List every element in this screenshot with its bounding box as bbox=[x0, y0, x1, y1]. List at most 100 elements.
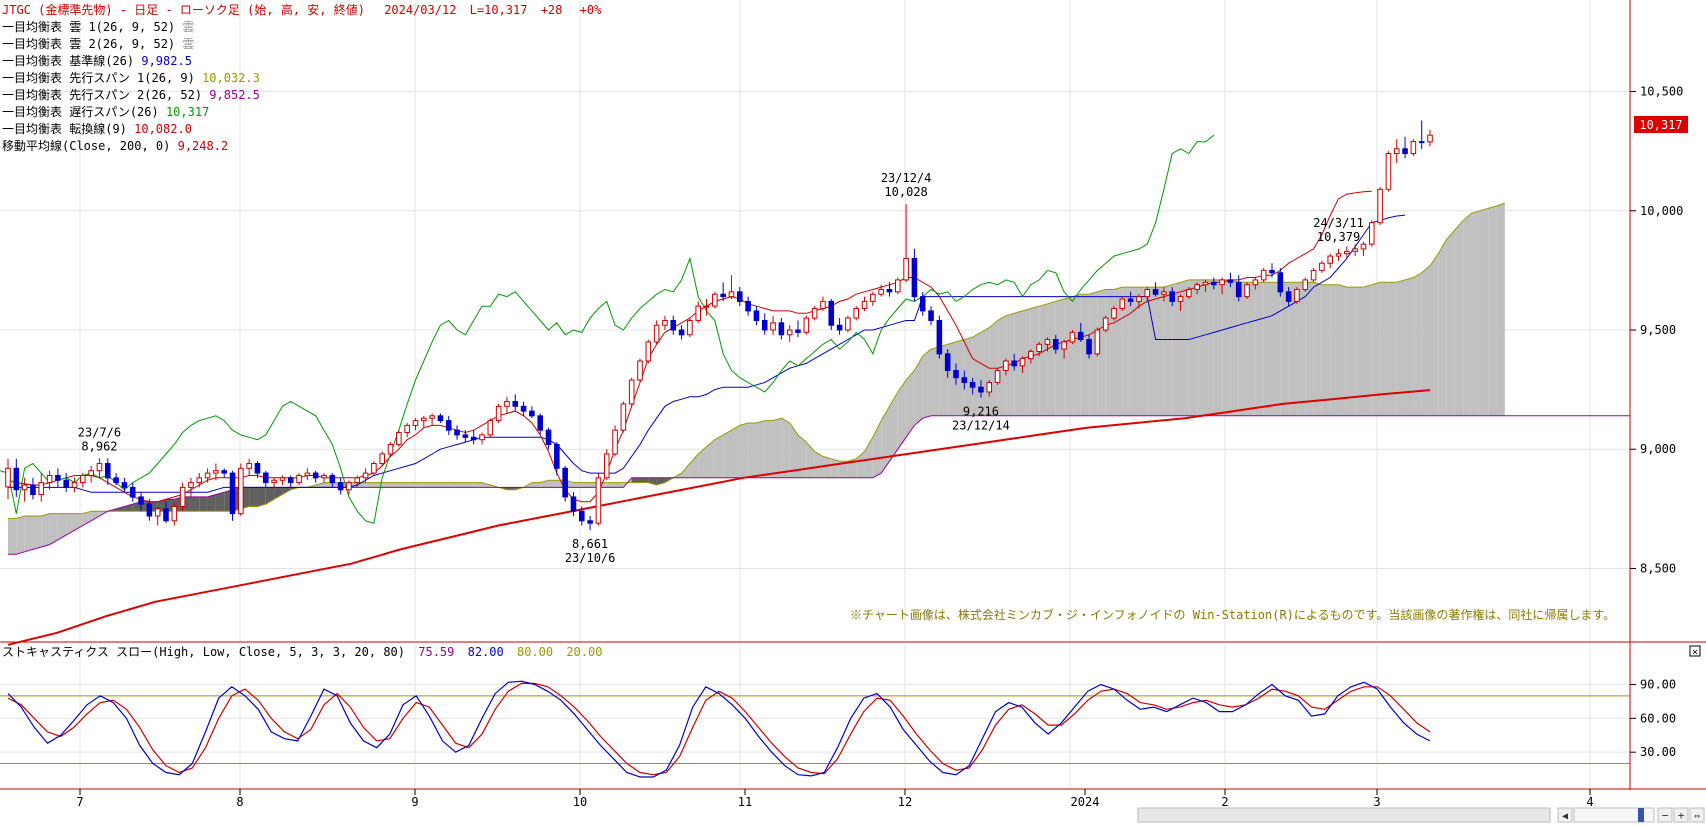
header-last: L=10,317 bbox=[470, 3, 528, 17]
zoom-out-button[interactable] bbox=[1657, 807, 1673, 823]
cloud-segment bbox=[889, 392, 898, 462]
candle-down bbox=[537, 415, 543, 431]
candle-up bbox=[1194, 284, 1200, 290]
cloud-segment bbox=[980, 327, 990, 416]
cloud-segment bbox=[1296, 282, 1306, 416]
candle-up bbox=[96, 463, 103, 472]
candlesticks bbox=[5, 120, 1433, 531]
x-tick-label: 3 bbox=[1373, 795, 1380, 809]
candle-up bbox=[504, 401, 510, 407]
cloud-segment bbox=[789, 423, 798, 478]
candle-up bbox=[1369, 222, 1375, 245]
candle-up bbox=[188, 482, 194, 488]
candle-down bbox=[529, 410, 535, 417]
legend-item: 一目均衡表 基準線(26) 9,982.5 bbox=[2, 53, 192, 68]
legend-item: 一目均衡表 雲 2(26, 9, 52) 雲 bbox=[2, 37, 194, 51]
candle-down bbox=[795, 329, 801, 333]
y-tick-label: 10,000 bbox=[1640, 204, 1683, 218]
last-price-tag: 10,317 bbox=[1634, 116, 1688, 133]
candle-up bbox=[703, 305, 710, 308]
candle-down bbox=[978, 386, 984, 393]
candle-down bbox=[961, 377, 968, 383]
annotation-date: 24/3/11 bbox=[1313, 216, 1364, 230]
cloud-segment bbox=[1421, 265, 1430, 416]
candle-down bbox=[1418, 141, 1425, 144]
candle-up bbox=[354, 477, 361, 484]
candle-up bbox=[1111, 308, 1117, 319]
candle-down bbox=[670, 319, 677, 331]
candle-up bbox=[271, 479, 277, 484]
cloud-segment bbox=[1064, 296, 1073, 416]
cloud-segment bbox=[1446, 229, 1455, 416]
cloud-segment bbox=[906, 370, 915, 438]
legend-value: 9,248.2 bbox=[170, 139, 228, 153]
cloud-segment bbox=[365, 482, 374, 488]
cloud-segment bbox=[49, 513, 58, 545]
candle-up bbox=[1260, 269, 1267, 281]
annotation-date: 23/12/14 bbox=[952, 419, 1010, 433]
price-axis: 8,500 9,000 9,500 10,000 10,500 bbox=[1630, 85, 1683, 575]
x-tick-label: 8 bbox=[236, 795, 243, 809]
cloud-segment bbox=[847, 458, 857, 478]
candle-down bbox=[919, 296, 926, 312]
fit-button[interactable] bbox=[1689, 807, 1705, 823]
candle-up bbox=[1344, 250, 1350, 255]
stoch-close-icon[interactable]: × bbox=[1689, 645, 1701, 658]
cloud-segment bbox=[1172, 282, 1181, 416]
candle-up bbox=[46, 474, 53, 484]
cloud-segment bbox=[1163, 284, 1173, 416]
cloud-segment bbox=[856, 451, 865, 478]
cloud-segment bbox=[531, 482, 541, 488]
candle-up bbox=[1352, 248, 1358, 252]
stoch-label: ストキャスティクス スロー(High, Low, Close, 5, 3, 3,… bbox=[2, 645, 405, 659]
cloud-segment bbox=[1030, 306, 1040, 416]
legend-value: 雲 bbox=[175, 37, 194, 51]
cloud-segment bbox=[91, 511, 100, 521]
stoch-tick-label: 60.00 bbox=[1640, 711, 1676, 725]
candle-up bbox=[595, 477, 602, 524]
candle-up bbox=[811, 308, 818, 319]
zoom-in-button[interactable] bbox=[1673, 807, 1689, 823]
cloud-segment bbox=[390, 482, 399, 488]
cloud-segment bbox=[706, 439, 715, 478]
candle-up bbox=[371, 463, 377, 474]
cloud-segment bbox=[66, 513, 75, 536]
candle-down bbox=[554, 443, 560, 469]
y-tick-label: 9,500 bbox=[1640, 323, 1676, 337]
ichimoku-cloud bbox=[8, 203, 1505, 555]
cloud-segment bbox=[440, 482, 449, 488]
cloud-segment bbox=[415, 482, 424, 488]
cloud-segment bbox=[1014, 310, 1023, 416]
candle-down bbox=[678, 329, 685, 336]
candle-down bbox=[113, 477, 119, 484]
cloud-segment bbox=[1138, 287, 1148, 416]
x-tick-label: 10 bbox=[573, 795, 587, 809]
legend-label: 一目均衡表 雲 2(26, 9, 52) bbox=[2, 37, 175, 51]
cloud-segment bbox=[548, 480, 557, 488]
annotation-value: 10,379 bbox=[1317, 230, 1360, 244]
candle-down bbox=[462, 434, 469, 438]
horizontal-scrollbar[interactable]: ◀ − + ⇔ bbox=[1137, 807, 1705, 823]
cloud-segment bbox=[1380, 282, 1389, 416]
candle-down bbox=[1227, 279, 1234, 283]
header-date: 2024/03/12 bbox=[384, 3, 456, 17]
cloud-segment bbox=[723, 430, 732, 478]
scroll-left-button[interactable] bbox=[1557, 807, 1573, 823]
cloud-segment bbox=[1330, 284, 1339, 416]
cloud-segment bbox=[781, 418, 790, 478]
cloud-segment bbox=[265, 487, 275, 505]
y-tick-label: 9,000 bbox=[1640, 442, 1676, 456]
cloud-segment bbox=[1454, 220, 1464, 416]
cloud-segment bbox=[57, 513, 67, 540]
zoom-slider-thumb[interactable] bbox=[1638, 808, 1644, 822]
cloud-segment bbox=[1022, 308, 1031, 416]
candle-down bbox=[778, 322, 785, 336]
scrollbar-track[interactable] bbox=[1137, 807, 1551, 823]
x-tick-label: 12 bbox=[898, 795, 912, 809]
annotation-value: 10,028 bbox=[884, 185, 927, 199]
legend-value: 9,982.5 bbox=[134, 54, 192, 68]
candle-up bbox=[1377, 188, 1383, 224]
zoom-slider[interactable] bbox=[1573, 807, 1655, 823]
candle-up bbox=[861, 300, 868, 310]
